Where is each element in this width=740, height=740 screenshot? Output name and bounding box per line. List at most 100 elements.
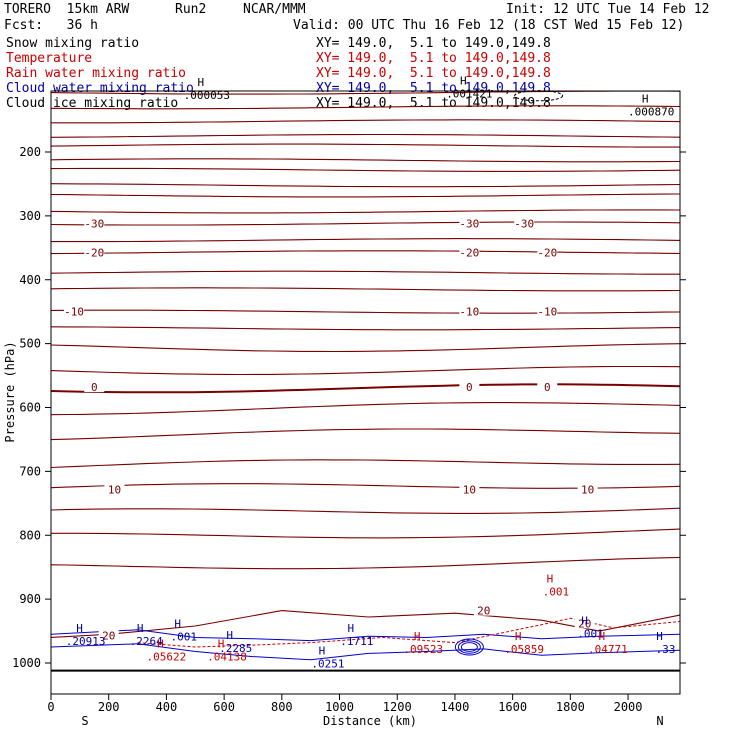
header-run: Run2 [175,2,207,17]
cloud-water-contour [50,643,681,661]
cloud-water-core [454,638,484,656]
maximum-value-label: .1711 [340,635,373,648]
maximum-marker: H [348,622,355,635]
header-valid: Valid: 00 UTC Thu 16 Feb 12 (18 CST Wed … [293,18,685,33]
temperature-label: -30 [459,218,479,231]
temperature-label-bg [459,305,480,317]
isotherm-line [50,90,681,95]
temperature-label-bg [473,604,494,616]
isotherm-line [50,428,681,441]
maximum-marker: H [515,630,522,643]
temperature-label: 20 [578,617,591,630]
cloud-ice-contour [514,90,564,102]
isotherm-line [50,193,681,198]
header-fcst: Fcst: 36 h [4,18,98,33]
temperature-label-bg [574,617,595,629]
temperature-label: -20 [459,246,479,259]
temperature-label: -30 [84,218,104,231]
isotherm-line [50,343,681,353]
temperature-label: 10 [108,483,121,496]
temperature-label-bg [514,217,535,229]
cloud-water-core [460,642,478,652]
maximum-value-label: .09523 [403,643,443,656]
temperature-label-bg [459,381,480,393]
contour-label-layer: -30 -30 -30 -20 -20 -20 -10 -10 -10 0 0 0 10 10 10 20 20… [64,75,676,670]
x-tick-label: 800 [271,700,293,714]
maximum-marker: H [414,630,421,643]
y-axis-label: Pressure (hPa) [3,341,17,442]
maximum-marker: H [76,622,83,635]
y-tick-label: 600 [19,401,41,415]
maximum-value-label: .000870 [628,105,674,118]
maximum-marker: H [137,622,144,635]
isotherm-line [50,167,681,172]
maximum-marker: H [581,614,588,627]
x-tick-label: 1600 [498,700,527,714]
legend-rain-xy: XY= 149.0, 5.1 to 149.0,149.8 [316,66,551,81]
maximum-marker: H [460,75,467,88]
isotherm-line [50,143,680,148]
maximum-marker: H [642,92,649,105]
maximum-value-label: .2285 [219,642,252,655]
isotherm-line [50,459,681,469]
maximum-marker: H [226,629,233,642]
maximum-value-label: .04138 [207,650,247,663]
isotherm-line [50,402,681,416]
maximum-value-label: .000053 [184,89,230,102]
x-tick-label: 1400 [440,700,469,714]
maximum-marker: H [656,630,663,643]
maximum-marker: H [174,617,181,630]
isotherm-line [51,238,681,243]
legend-temp-label: Temperature [6,51,93,66]
temperature-label-bg [64,305,85,317]
x-tick-label: 600 [213,700,235,714]
isotherm-line [50,221,681,226]
isotherm-line [50,133,681,138]
maximum-marker: H [157,637,164,650]
legend-temp-xy: XY= 149.0, 5.1 to 149.0,149.8 [316,51,551,66]
maximum-marker: H [599,630,606,643]
y-tick-label: 900 [19,592,41,606]
maximum-value-label: .33 [656,643,676,656]
temperature-label-bg [84,246,105,258]
maximum-marker: H [547,573,554,586]
maximum-value-label: .05859 [504,643,544,656]
isotherm-line [51,528,681,539]
temperature-label-bg [84,217,105,229]
temperature-label: -30 [514,218,534,231]
temperature-label-bg [98,629,119,641]
maximum-value-label: .001 [170,630,197,643]
temperature-label: -10 [64,306,84,319]
x-tick-label: 200 [98,700,120,714]
temperature-label-bg [459,217,480,229]
rain-water-contour [137,617,681,648]
x-tick-label: 0 [47,700,54,714]
temperature-label: 20 [477,605,490,618]
temperature-label: -10 [537,306,557,319]
y-tick-label: 1000 [12,656,41,670]
header-init: Init: 12 UTC Tue 14 Feb 12 [506,2,710,17]
maximum-marker: H [319,644,326,657]
isotherm-line [50,326,681,331]
temperature-label: 10 [581,483,594,496]
temperature-label: 0 [91,381,98,394]
temperature-label: 0 [544,381,551,394]
header-center: NCAR/MMM [243,2,306,17]
temperature-label: 20 [102,630,115,643]
x-tick-label: 2000 [614,700,643,714]
legend-snow-label: Snow mixing ratio [6,36,140,51]
legend-snow-xy: XY= 149.0, 5.1 to 149.0,149.8 [316,36,551,51]
isotherm-layer [50,90,681,638]
maximum-value-label: .2264 [130,635,163,648]
temperature-label-bg [537,246,558,258]
temperature-label-bg [459,483,480,495]
isotherm-line [50,483,681,489]
legend-rain-label: Rain water mixing ratio [6,66,187,81]
isotherm-line [50,507,681,514]
x-tick-label: 1200 [383,700,412,714]
maximum-value-label: .04771 [588,643,628,656]
temperature-label-bg [577,483,598,495]
x-axis-label: Distance (km) [323,714,417,728]
maximum-value-label: .20913 [66,635,106,648]
